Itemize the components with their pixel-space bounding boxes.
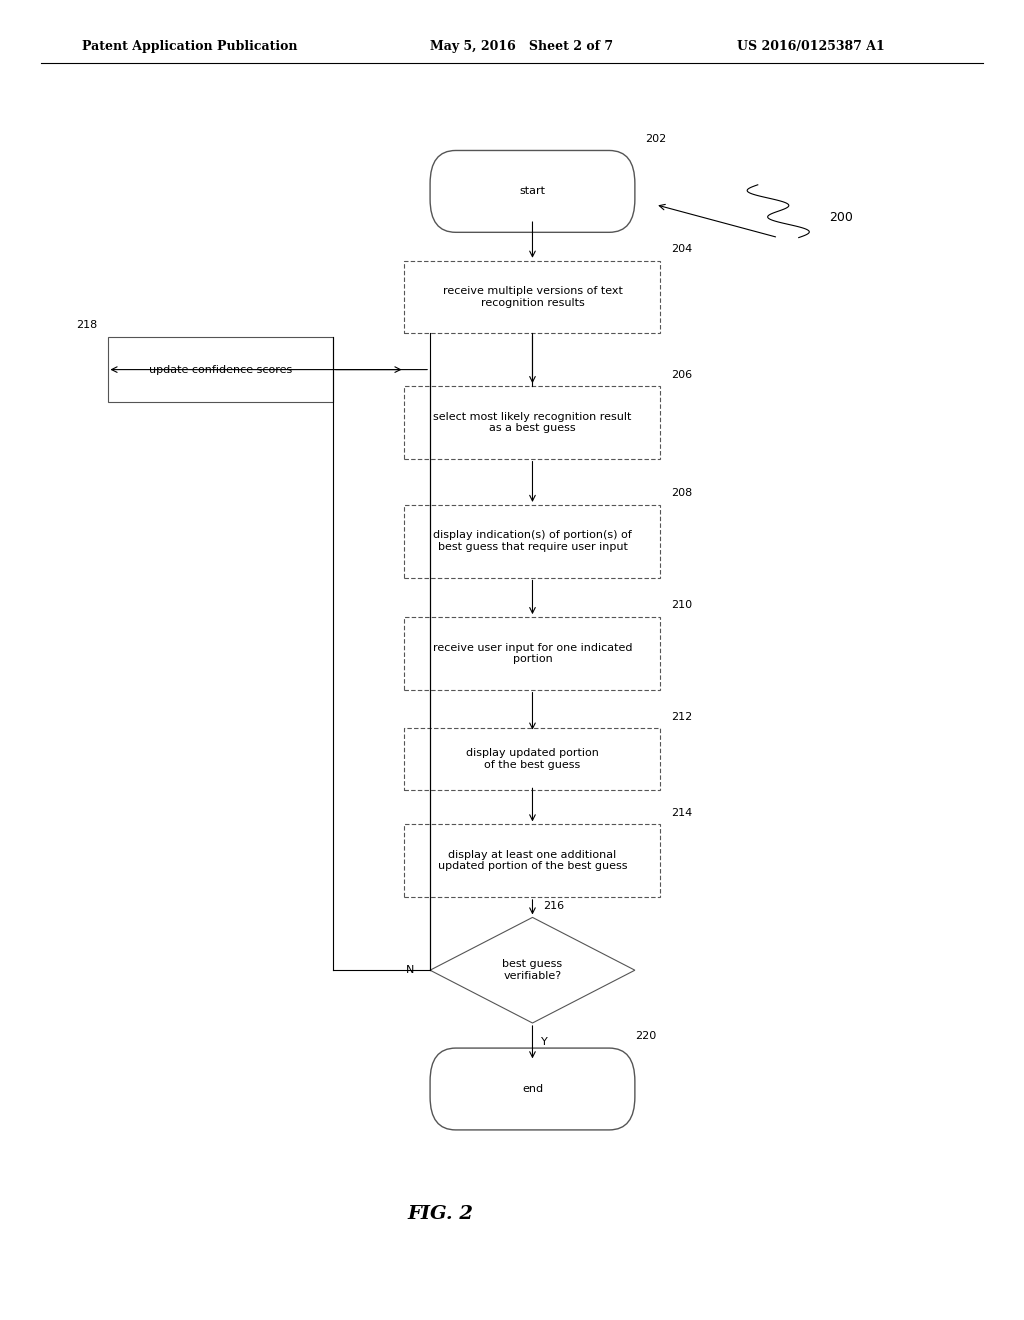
Text: Y: Y (541, 1038, 548, 1047)
Text: 218: 218 (76, 321, 97, 330)
Bar (108, 337, 333, 403)
Text: 206: 206 (671, 370, 692, 380)
Text: N: N (407, 965, 415, 975)
Text: best guess
verifiable?: best guess verifiable? (503, 960, 562, 981)
Text: select most likely recognition result
as a best guess: select most likely recognition result as… (433, 412, 632, 433)
Text: receive user input for one indicated
portion: receive user input for one indicated por… (433, 643, 632, 664)
Bar (404, 385, 660, 458)
Text: display at least one additional
updated portion of the best guess: display at least one additional updated … (437, 850, 628, 871)
Bar (404, 504, 660, 578)
Text: display updated portion
of the best guess: display updated portion of the best gues… (466, 748, 599, 770)
Text: 216: 216 (543, 900, 564, 911)
Text: 214: 214 (671, 808, 692, 817)
Bar (404, 729, 660, 789)
Text: display indication(s) of portion(s) of
best guess that require user input: display indication(s) of portion(s) of b… (433, 531, 632, 552)
Text: Patent Application Publication: Patent Application Publication (82, 40, 297, 53)
Text: 212: 212 (671, 711, 692, 722)
Text: update confidence scores: update confidence scores (148, 364, 292, 375)
FancyBboxPatch shape (430, 150, 635, 232)
Text: 200: 200 (829, 211, 853, 224)
Text: May 5, 2016   Sheet 2 of 7: May 5, 2016 Sheet 2 of 7 (430, 40, 613, 53)
Text: 208: 208 (671, 488, 692, 499)
Bar (404, 260, 660, 333)
Polygon shape (430, 917, 635, 1023)
Text: 220: 220 (635, 1031, 656, 1041)
Text: start: start (519, 186, 546, 197)
Bar (404, 824, 660, 898)
Bar (404, 618, 660, 689)
Text: US 2016/0125387 A1: US 2016/0125387 A1 (737, 40, 885, 53)
Text: end: end (522, 1084, 543, 1094)
Text: 202: 202 (645, 133, 667, 144)
Text: 204: 204 (671, 244, 692, 253)
Text: receive multiple versions of text
recognition results: receive multiple versions of text recogn… (442, 286, 623, 308)
Text: FIG. 2: FIG. 2 (408, 1205, 473, 1224)
Text: 210: 210 (671, 601, 692, 610)
FancyBboxPatch shape (430, 1048, 635, 1130)
